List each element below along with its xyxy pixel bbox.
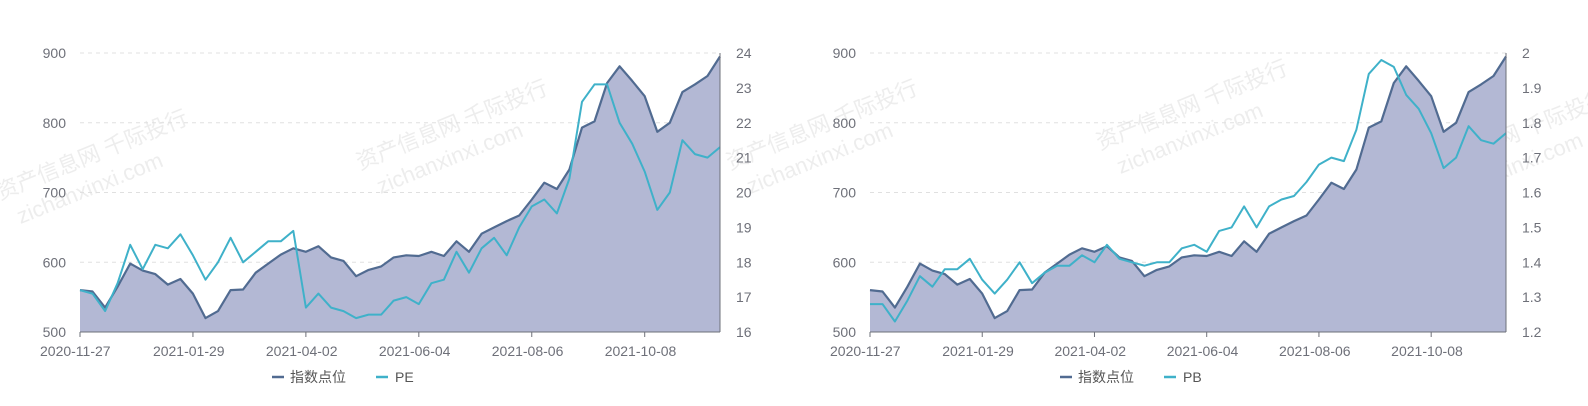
x-tick-label: 2021-06-04 (379, 343, 451, 359)
legend: 指数点位 PE (272, 369, 414, 385)
index-series-line (79, 55, 721, 320)
x-tick-label: 2021-01-29 (153, 343, 225, 359)
legend: 指数点位 PB (1060, 369, 1202, 385)
y-right-tick-label: 18 (736, 254, 752, 270)
y-right-tick-label: 1.9 (1522, 80, 1542, 96)
x-tick-label: 2021-08-06 (1279, 343, 1351, 359)
y-left-tick-label: 700 (43, 185, 67, 201)
y-left-tick-label: 500 (43, 324, 67, 340)
x-tick-label: 2021-01-29 (942, 343, 1014, 359)
x-tick-label: 2021-10-08 (1391, 343, 1463, 359)
y-left-tick-label: 500 (833, 324, 857, 340)
y-right-tick-label: 1.6 (1522, 185, 1542, 201)
y-right-tick-label: 16 (736, 324, 752, 340)
y-left-tick-label: 700 (833, 185, 857, 201)
x-tick-label: 2021-06-04 (1167, 343, 1239, 359)
index-pe-chart: 500 600 700 800 900 16 17 18 19 20 21 22 23 24 2020-11… (40, 45, 752, 385)
y-right-tick-label: 24 (736, 45, 752, 61)
y-left-tick-label: 900 (43, 45, 67, 61)
x-tick-label: 2020-11-27 (40, 343, 111, 359)
y-right-tick-label: 20 (736, 185, 752, 201)
y-right-tick-label: 23 (736, 80, 752, 96)
y-right-tick-label: 1.2 (1522, 324, 1542, 340)
legend-pb-label: PB (1183, 369, 1202, 385)
x-tick-label: 2021-04-02 (1054, 343, 1126, 359)
legend-pe-label: PE (395, 369, 414, 385)
legend-index-label: 指数点位 (1078, 369, 1134, 385)
legend-index-label: 指数点位 (290, 369, 346, 385)
pb-series-line (870, 59, 1507, 323)
y-right-tick-label: 1.4 (1522, 254, 1542, 270)
x-tick-label: 2021-08-06 (492, 343, 564, 359)
x-tick-label: 2021-04-02 (266, 343, 338, 359)
y-right-tick-label: 1.7 (1522, 150, 1542, 166)
index-area (80, 56, 720, 332)
y-right-tick-label: 17 (736, 289, 752, 305)
y-right-tick-label: 1.5 (1522, 219, 1542, 235)
x-tick-label: 2021-10-08 (605, 343, 677, 359)
index-area (870, 56, 1506, 332)
index-series-line (869, 55, 1507, 320)
y-right-tick-label: 1.3 (1522, 289, 1542, 305)
y-right-tick-label: 21 (736, 150, 752, 166)
index-pb-chart: 500 600 700 800 900 1.2 1.3 1.4 1.5 1.6 1.7 1.8 1.9 2… (830, 45, 1542, 385)
y-right-tick-label: 2 (1522, 45, 1530, 61)
y-left-tick-label: 800 (833, 115, 857, 131)
y-left-tick-label: 600 (833, 254, 857, 270)
y-left-tick-label: 600 (43, 254, 67, 270)
pe-series-line (79, 83, 721, 320)
y-right-tick-label: 1.8 (1522, 115, 1542, 131)
y-right-tick-label: 22 (736, 115, 752, 131)
x-tick-label: 2020-11-27 (830, 343, 901, 359)
y-left-tick-label: 900 (833, 45, 857, 61)
y-left-tick-label: 800 (43, 115, 67, 131)
y-right-tick-label: 19 (736, 219, 752, 235)
